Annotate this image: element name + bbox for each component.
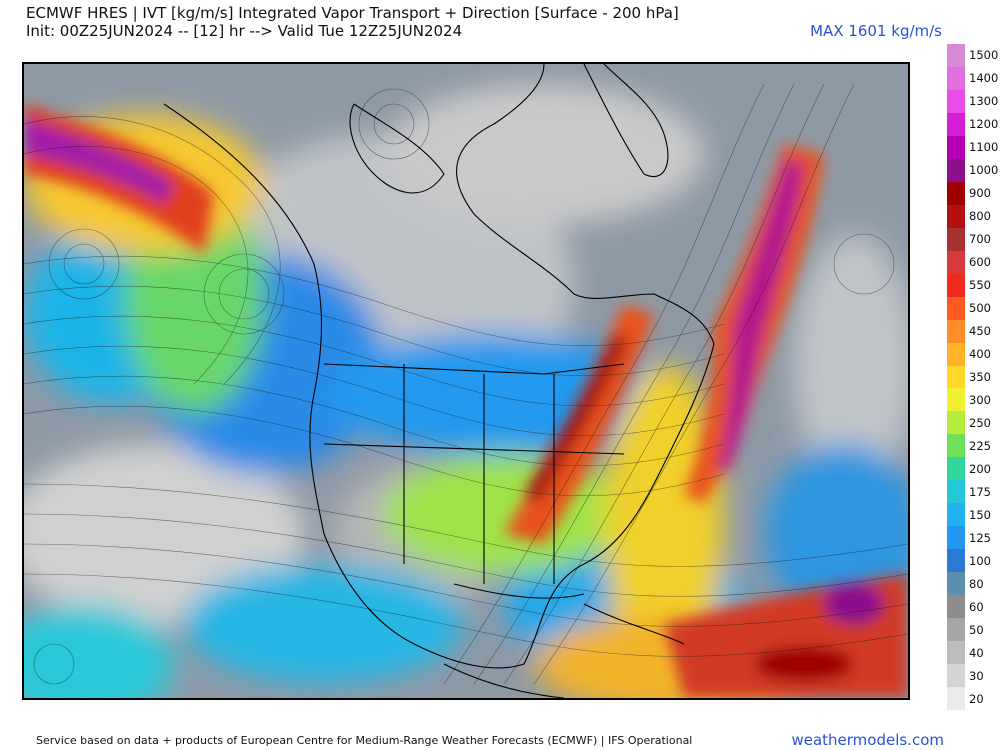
colorbar-tick-label: 40 [969,645,984,660]
colorbar-swatch [947,342,965,366]
colorbar-swatch [947,641,965,665]
colorbar-swatch [947,457,965,481]
colorbar-tick-label: 1200 [969,117,999,132]
data-credit: Service based on data + products of Euro… [36,734,693,747]
colorbar-tick-label: 450 [969,324,991,339]
colorbar-swatch [947,273,965,297]
colorbar-tick-label: 50 [969,622,984,637]
chart-subtitle: Init: 00Z25JUN2024 -- [12] hr --> Valid … [26,22,463,40]
colorbar-tick-label: 350 [969,370,991,384]
colorbar-swatch [947,227,965,251]
colorbar-swatch [947,480,965,504]
ivt-map [22,62,910,700]
colorbar-swatch [947,66,965,90]
colorbar-tick-label: 400 [969,347,991,362]
ivt-high-values [24,104,908,698]
colorbar-tick-label: 80 [969,576,984,591]
colorbar-swatch [947,44,965,67]
colorbar-tick-label: 100 [969,553,991,568]
colorbar-swatch [947,181,965,205]
colorbar-tick-label: 250 [969,415,991,430]
ivt-field [24,84,908,698]
chart-title: ECMWF HRES | IVT [kg/m/s] Integrated Vap… [26,4,679,22]
colorbar-tick-label: 20 [969,691,984,706]
colorbar [947,44,965,711]
colorbar-swatch [947,434,965,458]
colorbar-swatch [947,388,965,412]
colorbar-tick-label: 200 [969,461,991,476]
colorbar-swatch [947,549,965,573]
colorbar-tick-label: 30 [969,668,984,683]
colorbar-tick-label: 175 [969,484,991,499]
colorbar-swatch [947,365,965,389]
colorbar-tick-label: 1400 [969,71,999,86]
vapor-streamlines [24,83,908,685]
coastlines [163,64,715,698]
colorbar-tick-label: 150 [969,507,991,522]
colorbar-swatch [947,89,965,113]
colorbar-swatch [947,158,965,182]
colorbar-swatch [947,526,965,550]
colorbar-swatch [947,503,965,527]
colorbar-tick-label: 125 [969,530,991,545]
colorbar-tick-label: 900 [969,186,991,201]
colorbar-tick-label: 550 [969,278,991,293]
colorbar-tick-label: 700 [969,232,991,247]
colorbar-swatch [947,112,965,136]
colorbar-swatch [947,135,965,159]
colorbar-tick-label: 1100 [969,140,999,155]
colorbar-swatch [947,687,965,711]
colorbar-swatch [947,572,965,596]
colorbar-tick-label: 1500 [969,48,999,63]
colorbar-swatch [947,204,965,228]
colorbar-swatch [947,319,965,343]
colorbar-tick-label: 1300 [969,94,999,109]
colorbar-swatch [947,618,965,642]
colorbar-swatch [947,296,965,320]
colorbar-swatch [947,664,965,688]
brand-link[interactable]: weathermodels.com [791,731,944,749]
colorbar-tick-label: 300 [969,392,991,407]
colorbar-tick-label: 500 [969,301,991,316]
colorbar-tick-label: 1000 [969,163,999,178]
colorbar-tick-label: 800 [969,209,991,224]
max-value-label: MAX 1601 kg/m/s [810,22,942,40]
colorbar-swatch [947,411,965,435]
colorbar-swatch [947,595,965,619]
colorbar-tick-label: 600 [969,255,991,270]
colorbar-tick-label: 60 [969,599,984,614]
colorbar-tick-label: 225 [969,438,991,453]
ivt-map-graphic [24,64,908,698]
colorbar-swatch [947,250,965,274]
